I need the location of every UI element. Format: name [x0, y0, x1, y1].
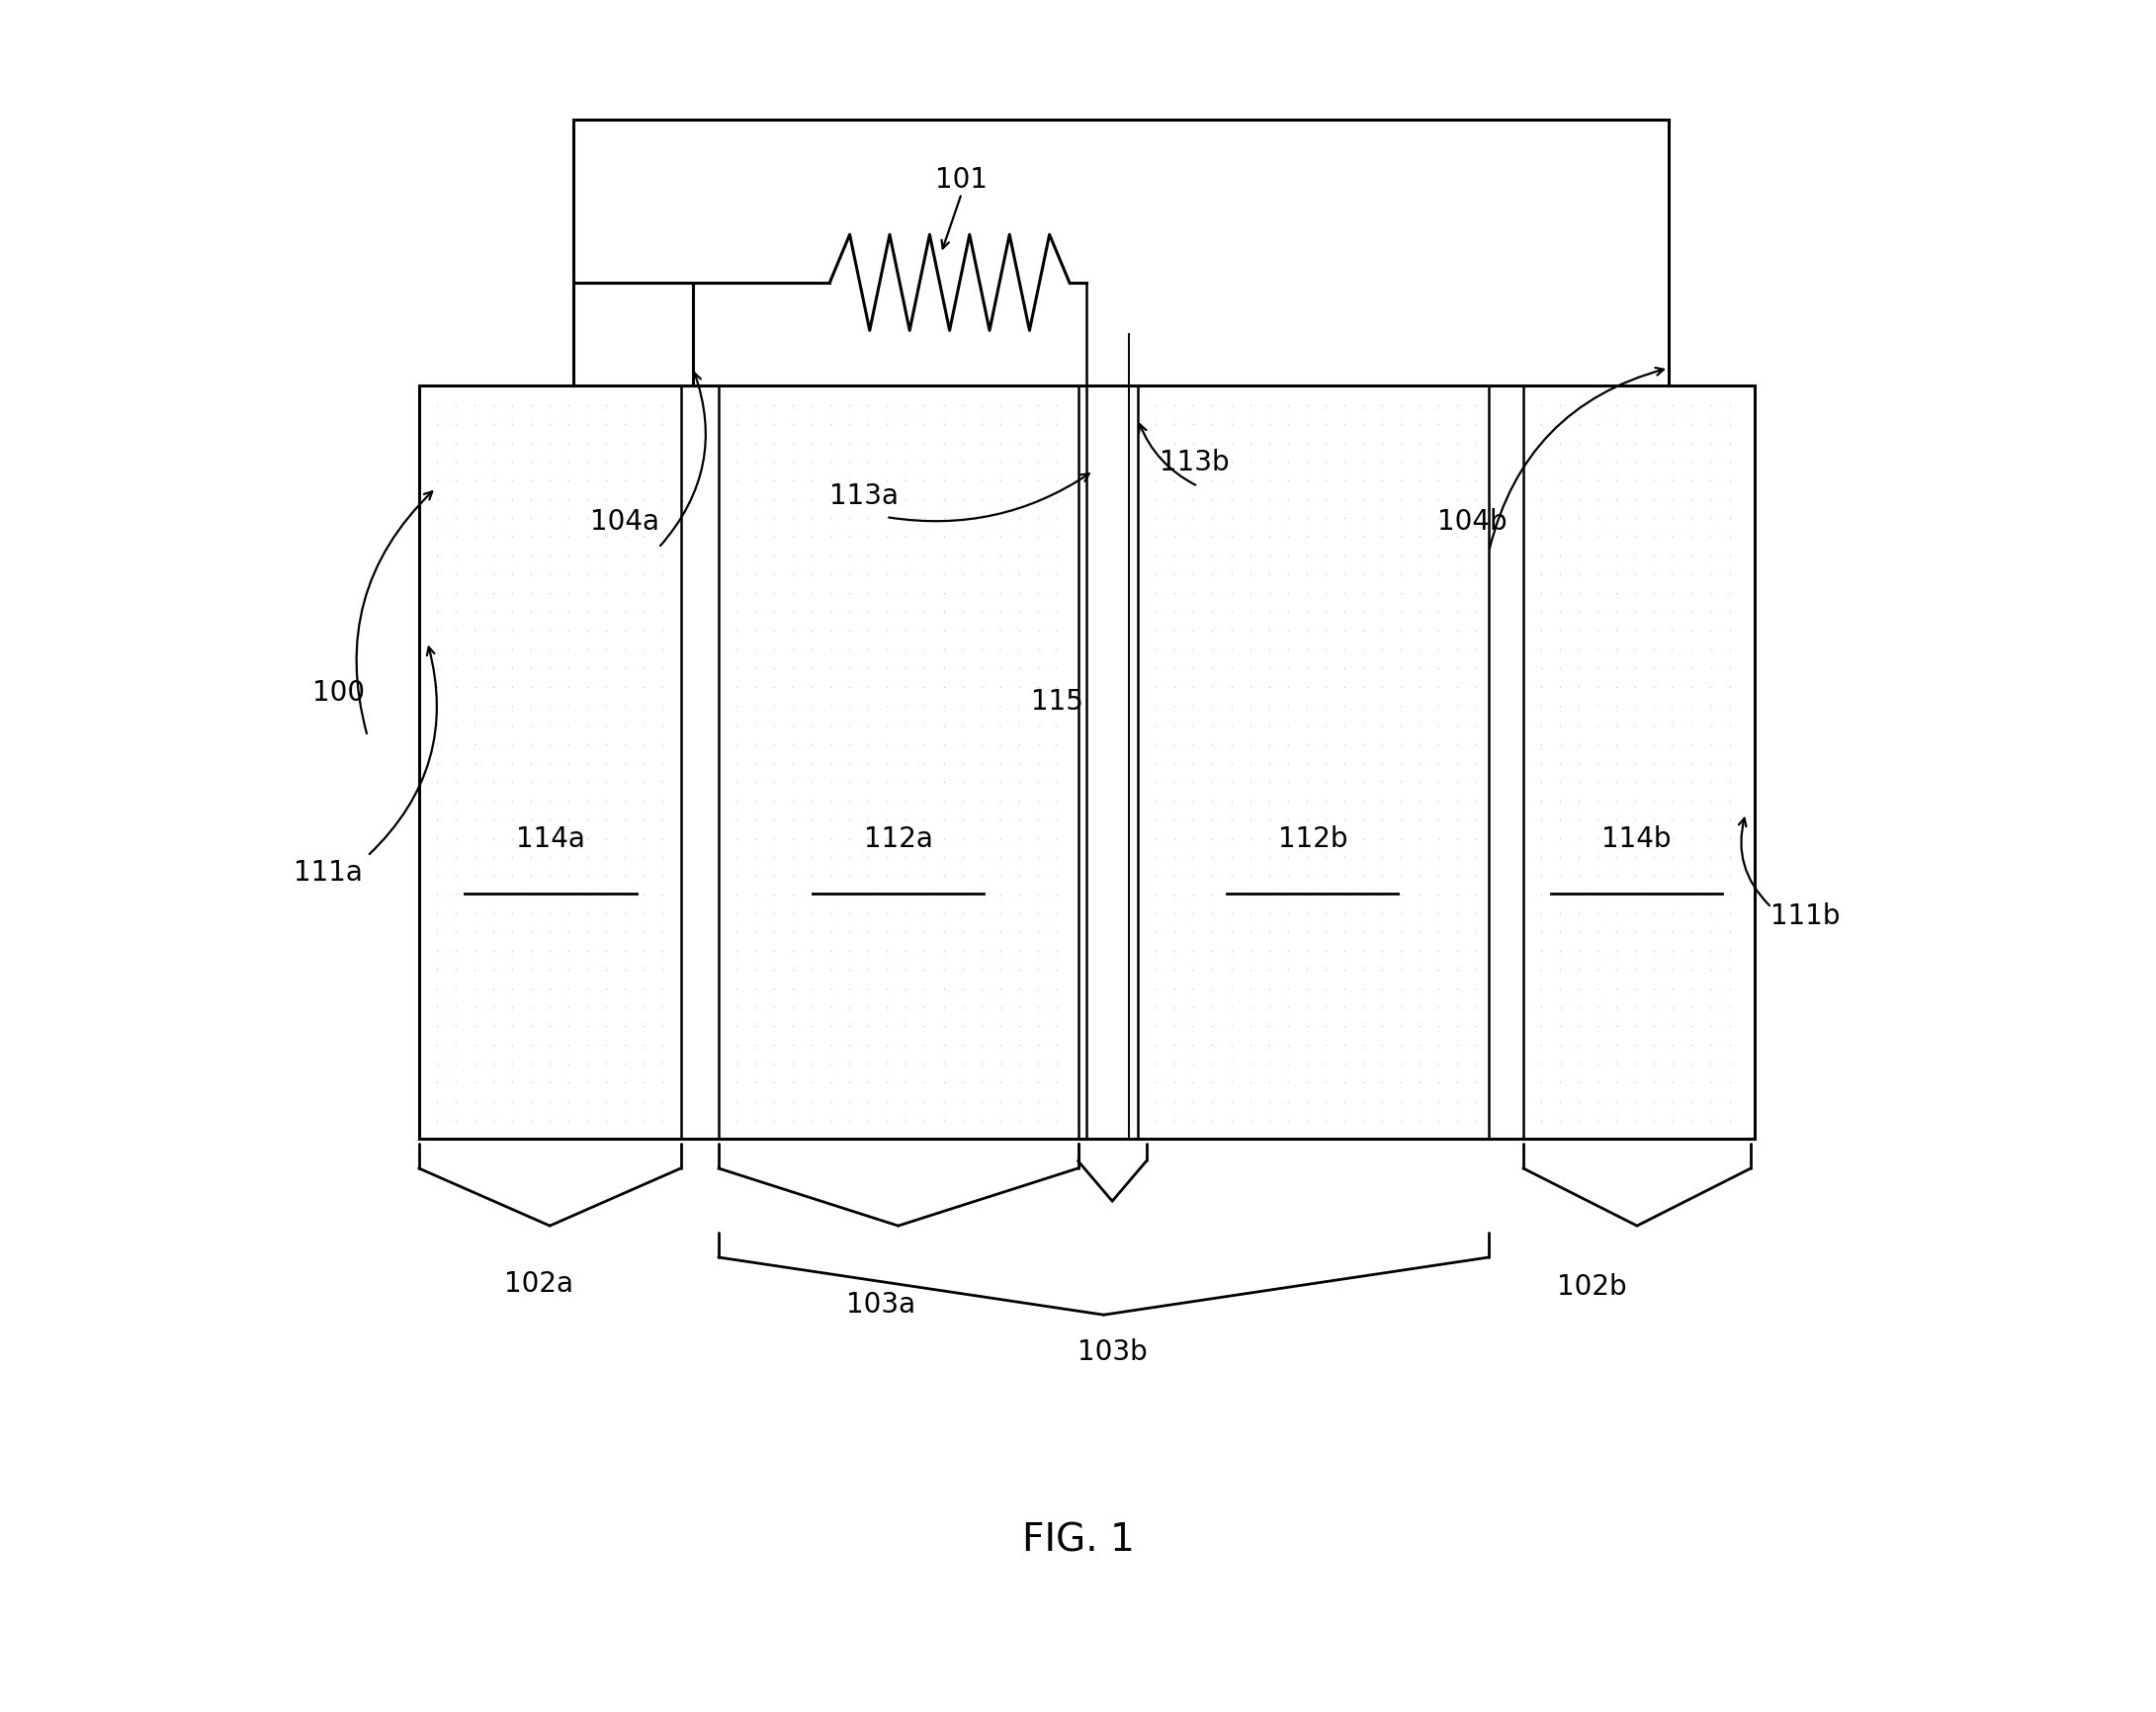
Text: 103a: 103a	[847, 1291, 916, 1318]
Text: 114a: 114a	[515, 825, 584, 853]
Text: 104b: 104b	[1436, 508, 1507, 536]
Text: 111a: 111a	[293, 859, 362, 887]
Text: 112b: 112b	[1279, 825, 1348, 853]
Bar	[418, 385, 1755, 1138]
Text: 114b: 114b	[1602, 825, 1671, 853]
Text: 111b: 111b	[1770, 902, 1841, 930]
Text: 112a: 112a	[865, 825, 934, 853]
Text: 103b: 103b	[1078, 1339, 1147, 1366]
Text: 101: 101	[936, 166, 987, 193]
Text: 115: 115	[1031, 688, 1084, 716]
Text: 102a: 102a	[505, 1270, 573, 1298]
Text: FIG. 1: FIG. 1	[1022, 1522, 1134, 1560]
Text: 113a: 113a	[830, 483, 899, 510]
Text: 113b: 113b	[1160, 449, 1229, 476]
Text: 104a: 104a	[591, 508, 660, 536]
Text: 102b: 102b	[1557, 1274, 1626, 1301]
Text: 100: 100	[313, 680, 364, 707]
